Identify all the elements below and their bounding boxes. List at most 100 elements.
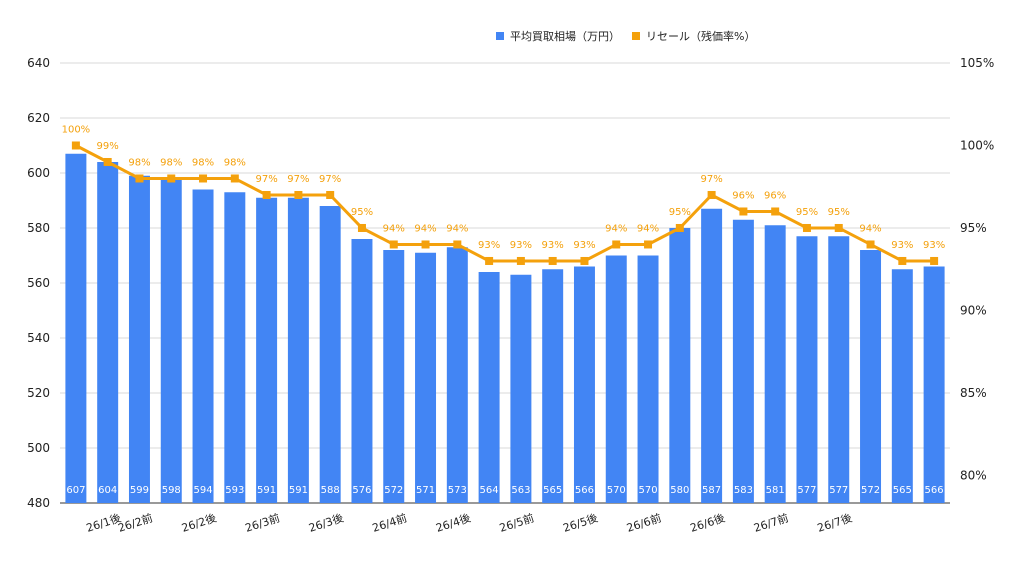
line-point <box>199 174 208 183</box>
y-left-tick-label: 480 <box>27 496 50 510</box>
bar-value-label: 577 <box>797 485 816 496</box>
line-point <box>262 190 271 199</box>
bar <box>65 153 87 503</box>
bar-value-label: 572 <box>384 485 403 496</box>
line-value-label: 100% <box>62 124 91 135</box>
bar-value-label: 577 <box>829 485 848 496</box>
line-point <box>357 223 366 232</box>
bar <box>415 252 437 503</box>
bar <box>573 266 595 503</box>
legend-label-bar: 平均買取相場（万円） <box>510 30 620 43</box>
line-point <box>453 240 462 249</box>
bar-value-label: 564 <box>480 485 499 496</box>
bar <box>701 208 723 503</box>
x-tick-label: 26/2後 <box>180 511 218 535</box>
bar-value-label: 594 <box>193 485 212 496</box>
line-point <box>580 256 589 265</box>
line-point <box>71 141 80 150</box>
bar-value-label: 570 <box>638 485 657 496</box>
line-value-label: 96% <box>732 190 754 201</box>
bar <box>860 250 882 503</box>
line-value-label: 94% <box>859 223 881 234</box>
line-point <box>739 207 748 216</box>
bar <box>510 274 532 503</box>
bar <box>97 162 119 503</box>
bar-value-label: 576 <box>352 485 371 496</box>
bar <box>224 192 246 503</box>
y-right-tick-label: 95% <box>960 221 987 235</box>
x-tick-label: 26/3前 <box>243 511 281 535</box>
legend-swatch-line <box>632 32 640 40</box>
line-value-label: 96% <box>764 190 786 201</box>
bar-value-label: 591 <box>289 485 308 496</box>
series-line <box>75 144 935 263</box>
bar <box>256 197 278 503</box>
bar <box>192 189 214 503</box>
line-value-label: 95% <box>828 207 850 218</box>
bar-value-label: 563 <box>511 485 530 496</box>
bar-value-label: 581 <box>766 485 785 496</box>
line-value-label: 93% <box>542 240 564 251</box>
bar-value-label: 572 <box>861 485 880 496</box>
bar <box>891 269 913 503</box>
line-value-label: 94% <box>414 223 436 234</box>
bar <box>796 236 818 503</box>
line-value-label: 98% <box>224 157 246 168</box>
bar-value-label: 580 <box>670 485 689 496</box>
y-right-tick-label: 105% <box>960 56 994 70</box>
bar-value-label: 566 <box>925 485 944 496</box>
line-point <box>516 256 525 265</box>
y-left-tick-label: 500 <box>27 441 50 455</box>
line-value-label: 94% <box>446 223 468 234</box>
legend: 平均買取相場（万円） リセール（残価率%） <box>496 28 755 44</box>
x-tick-label: 26/4後 <box>434 511 472 535</box>
legend-item-line: リセール（残価率%） <box>632 28 755 44</box>
legend-label-line: リセール（残価率%） <box>646 30 756 43</box>
bar-value-label: 565 <box>893 485 912 496</box>
y-left-tick-label: 540 <box>27 331 50 345</box>
line-point <box>644 240 653 249</box>
y-left-tick-label: 620 <box>27 111 50 125</box>
x-tick-label: 26/6前 <box>625 511 663 535</box>
line-point <box>802 223 811 232</box>
line-point <box>548 256 557 265</box>
bar <box>128 175 150 503</box>
bar <box>828 236 850 503</box>
bar <box>351 239 373 503</box>
line-point <box>135 174 144 183</box>
line-value-label: 99% <box>97 141 119 152</box>
line-value-label: 94% <box>605 223 627 234</box>
bar <box>732 219 754 503</box>
bar <box>923 266 945 503</box>
line-point <box>389 240 398 249</box>
bar <box>478 272 500 503</box>
line-value-label: 97% <box>255 174 277 185</box>
line-point <box>771 207 780 216</box>
line-point <box>326 190 335 199</box>
line-point <box>612 240 621 249</box>
line-value-label: 97% <box>700 174 722 185</box>
line-value-label: 95% <box>796 207 818 218</box>
y-left-tick-label: 520 <box>27 386 50 400</box>
bar <box>160 178 182 503</box>
line-point <box>230 174 239 183</box>
line-point <box>421 240 430 249</box>
bar-value-label: 607 <box>66 485 85 496</box>
y-right-tick-label: 80% <box>960 468 987 482</box>
line-value-label: 98% <box>128 157 150 168</box>
line-value-label: 93% <box>891 240 913 251</box>
bar-value-label: 571 <box>416 485 435 496</box>
bar-value-label: 591 <box>257 485 276 496</box>
line-value-label: 95% <box>669 207 691 218</box>
bar-value-label: 565 <box>543 485 562 496</box>
bar <box>319 206 341 503</box>
y-right-tick-label: 90% <box>960 303 987 317</box>
line-point <box>930 256 939 265</box>
bar-value-label: 588 <box>321 485 340 496</box>
x-tick-label: 26/5前 <box>498 511 536 535</box>
line-point <box>103 157 112 166</box>
bar <box>287 197 309 503</box>
line-point <box>866 240 875 249</box>
bar-value-label: 599 <box>130 485 149 496</box>
